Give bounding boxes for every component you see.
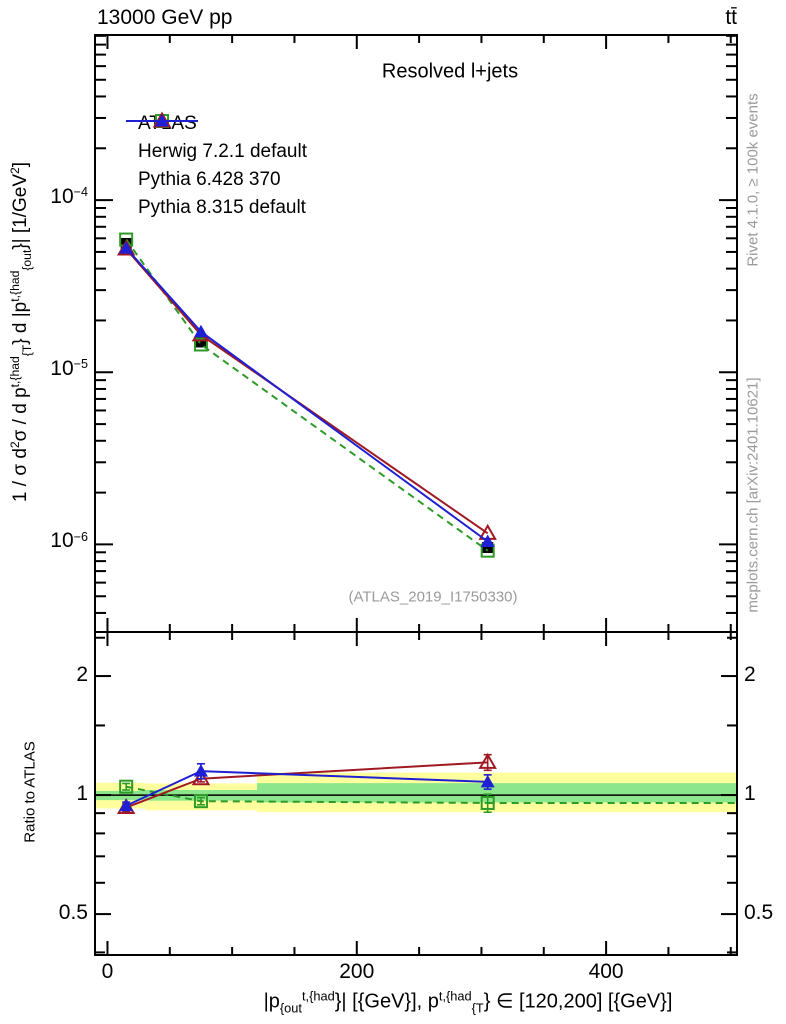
ratio-point-marker bbox=[191, 769, 211, 786]
x-tick-label: 200 bbox=[339, 960, 375, 983]
data-point-marker bbox=[195, 336, 207, 348]
data-point-marker bbox=[193, 324, 208, 338]
mcplots-arxiv-note: mcplots.cern.ch [arXiv:2401.10621] bbox=[744, 377, 762, 613]
x-axis-label: |p{outt,{had}| [{GeV}], pt,{had{T} ∈ [12… bbox=[263, 988, 673, 1016]
label-fragment: {T bbox=[471, 1000, 484, 1016]
label-fragment: σ / d p bbox=[10, 387, 31, 442]
plot-title: Resolved l+jets bbox=[381, 60, 519, 83]
series-line-main bbox=[125, 238, 489, 552]
label-fragment: }| [1/GeV bbox=[10, 173, 31, 250]
ratio-tick-label-right: 1 bbox=[744, 782, 756, 806]
label-fragment: } d |p bbox=[10, 301, 31, 345]
data-point-marker bbox=[119, 241, 134, 254]
ratio-tick-label-right: 2 bbox=[744, 663, 756, 687]
label-fragment: 2 bbox=[8, 441, 23, 449]
label-fragment: {T bbox=[19, 344, 34, 357]
series-line-main bbox=[125, 248, 489, 535]
label-fragment: } ∈ [120,200] [{GeV}] bbox=[483, 990, 673, 1013]
label-fragment: t,{had bbox=[301, 988, 335, 1004]
label-fragment: t,{had bbox=[8, 270, 23, 302]
ratio-tick-label-right: 0.5 bbox=[744, 901, 774, 925]
label-fragment: t,{had bbox=[438, 988, 472, 1004]
ratio-point-marker bbox=[119, 798, 134, 812]
x-tick-label: 400 bbox=[588, 960, 624, 983]
y-tick-label: 10−4 bbox=[50, 185, 88, 209]
ratio-point-marker bbox=[480, 774, 495, 788]
beam-energy-title: 13000 GeV pp bbox=[97, 6, 233, 29]
ratio-point-marker bbox=[480, 795, 495, 810]
label-fragment: {out bbox=[279, 1000, 302, 1016]
data-point-marker bbox=[193, 337, 208, 352]
ratio-panel-frame bbox=[94, 631, 738, 956]
y-tick-label: 10−5 bbox=[50, 357, 88, 381]
process-title: tt̄ bbox=[725, 6, 737, 29]
ratio-tick-label-left: 1 bbox=[76, 782, 88, 806]
label-fragment: }| [{GeV}], p bbox=[334, 990, 439, 1013]
data-point-marker bbox=[482, 541, 494, 553]
label-fragment: {out bbox=[19, 249, 34, 271]
label-fragment: 2 bbox=[8, 167, 23, 174]
legend-item: Herwig 7.2.1 default bbox=[126, 114, 307, 166]
label-fragment: t,{had bbox=[8, 356, 23, 388]
legend-item-label: Pythia 6.428 370 bbox=[138, 169, 281, 190]
ratio-point-marker bbox=[193, 764, 208, 777]
data-point-marker bbox=[480, 534, 495, 547]
series-line-main bbox=[125, 247, 489, 543]
legend-item: Pythia 6.428 370 bbox=[126, 111, 307, 194]
y-axis-label: 1 / σ d2σ / d pt,{had{T} d |pt,{had{out}… bbox=[8, 162, 34, 503]
ratio-point-marker bbox=[193, 794, 208, 809]
ratio-point-marker bbox=[478, 752, 497, 769]
y-tick-label: 10−6 bbox=[50, 529, 88, 553]
ratio-tick-label-left: 2 bbox=[76, 663, 88, 687]
rivet-version-note: Rivet 4.1.0, ≥ 100k events bbox=[744, 93, 762, 267]
x-tick-label: 0 bbox=[101, 960, 114, 983]
label-fragment: |p bbox=[263, 990, 280, 1013]
legend-item: Pythia 8.315 default bbox=[126, 114, 307, 222]
legend-marker-sample bbox=[126, 114, 198, 127]
label-fragment: 1 / σ d bbox=[10, 448, 31, 503]
ratio-point-marker bbox=[119, 779, 134, 794]
legend-item-label: Pythia 8.315 default bbox=[138, 197, 306, 218]
legend-marker-glyph bbox=[155, 114, 169, 127]
atlas-uncertainty-band-green bbox=[257, 783, 737, 803]
analysis-watermark: (ATLAS_2019_I1750330) bbox=[348, 588, 518, 606]
ratio-tick-label-left: 0.5 bbox=[58, 901, 88, 925]
legend-item-label: Herwig 7.2.1 default bbox=[138, 141, 307, 162]
